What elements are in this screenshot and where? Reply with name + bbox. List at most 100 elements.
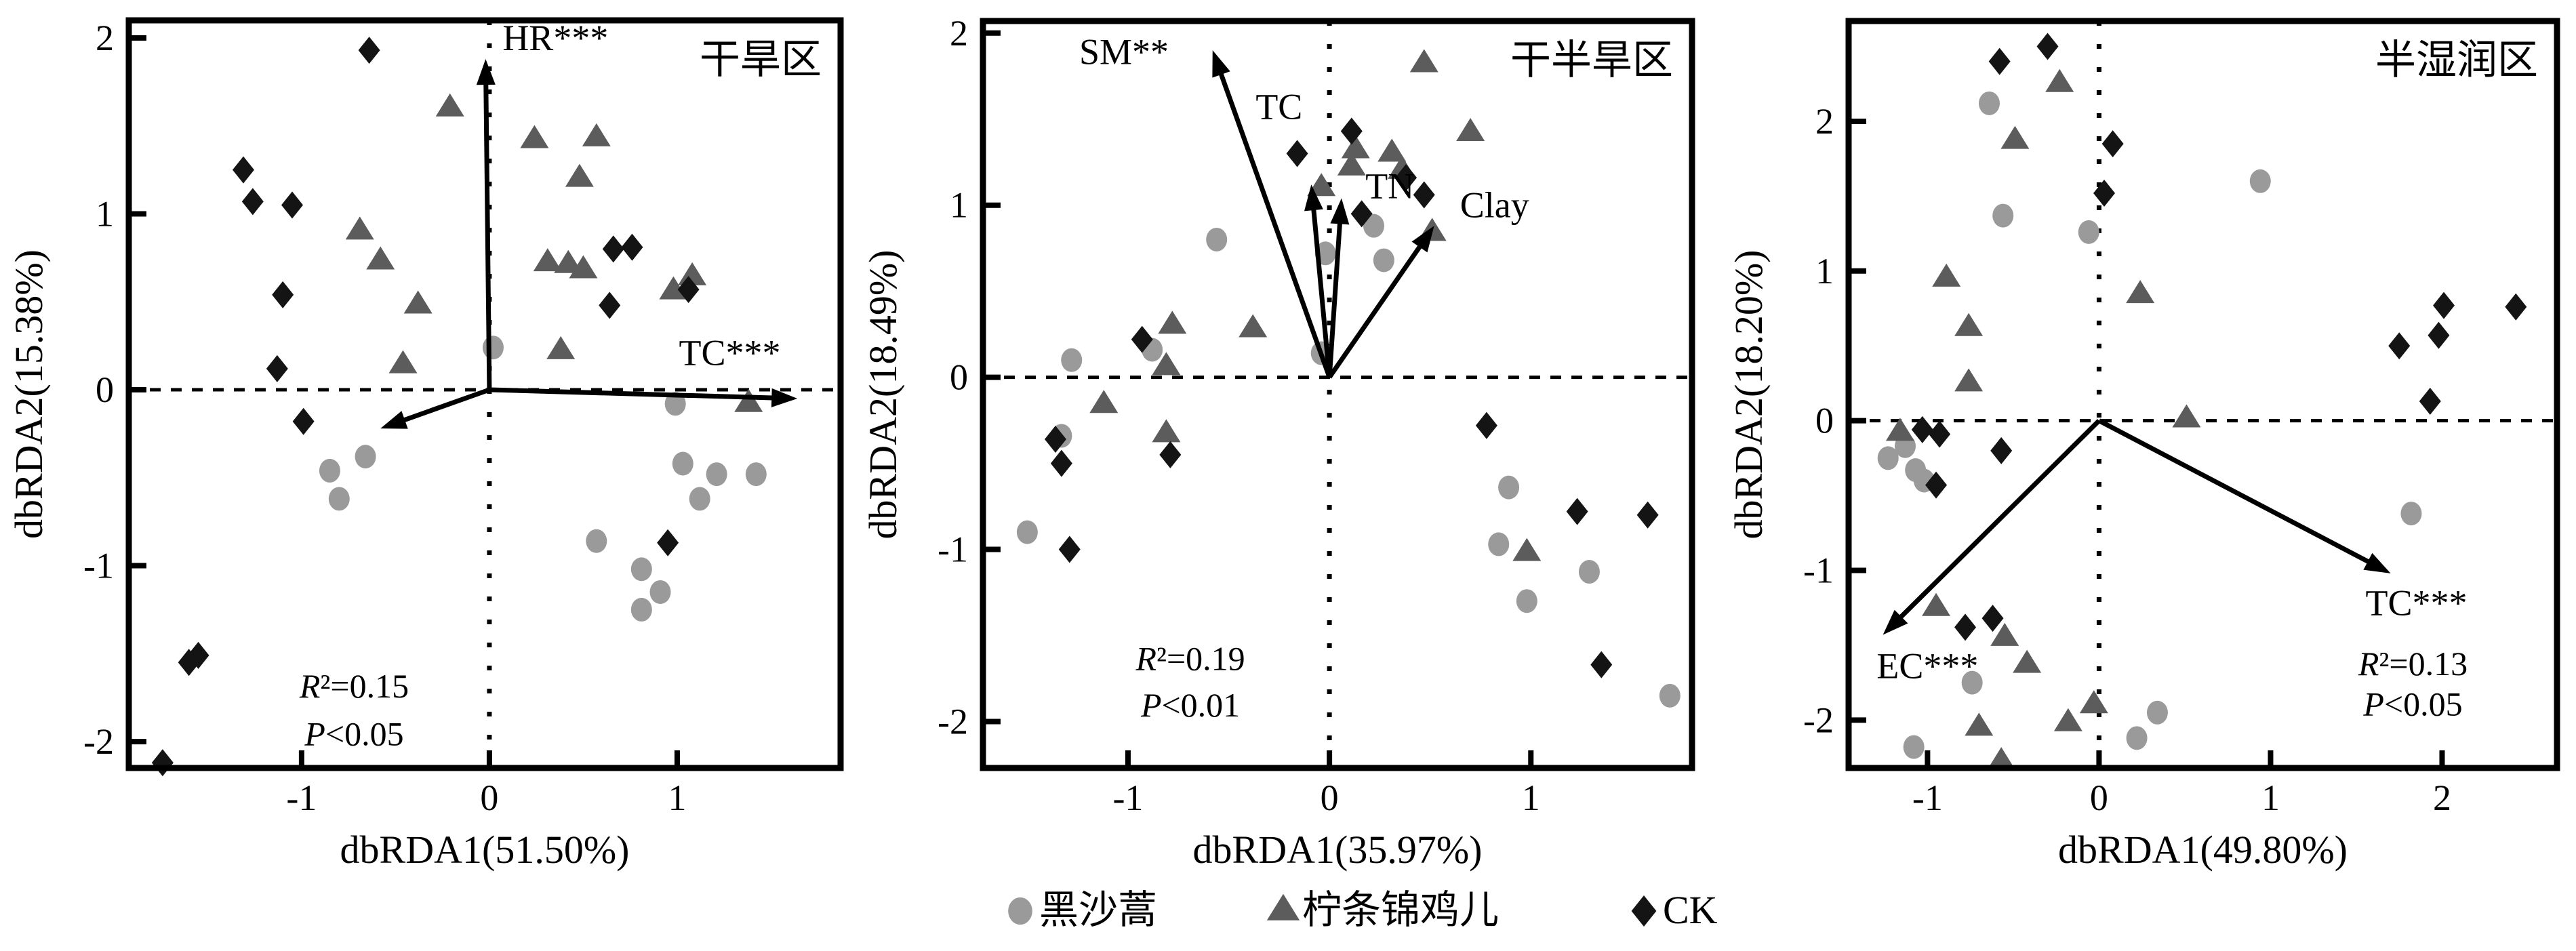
series-point-triangle bbox=[520, 125, 549, 148]
env-vector-shaft bbox=[2097, 418, 2373, 566]
y-tick-label: 1 bbox=[950, 185, 968, 226]
env-vector-head bbox=[2363, 552, 2391, 573]
series-point-diamond bbox=[1929, 420, 1951, 448]
series-point-diamond bbox=[2428, 321, 2450, 349]
env-vector-head bbox=[1304, 184, 1323, 211]
panel-title: 半湿润区 bbox=[2375, 38, 2538, 83]
env-vector-label: EC*** bbox=[1876, 645, 1978, 686]
series-point-diamond bbox=[281, 191, 304, 219]
x-tick-label: 0 bbox=[480, 777, 498, 818]
x-axis-label: dbRDA1(35.97%) bbox=[1193, 828, 1483, 872]
panel-干半旱区: SM** TC TN Clay -2 -1 0 1 2 -1 0 1 dbRDA1(35.97%) dbR… bbox=[861, 13, 1695, 872]
series-黑沙蒿 bbox=[1016, 214, 1681, 708]
series-point-circle bbox=[1206, 227, 1228, 251]
series-point-circle bbox=[630, 597, 652, 622]
series-point-circle bbox=[1488, 532, 1510, 557]
series-point-diamond bbox=[602, 235, 624, 263]
series-point-diamond bbox=[1636, 501, 1659, 529]
legend: 黑沙蒿 柠条锦鸡儿 CK bbox=[1008, 888, 1718, 932]
series-point-circle bbox=[1008, 897, 1032, 925]
series-point-diamond bbox=[657, 529, 679, 557]
env-vector-label: TC bbox=[1255, 87, 1302, 127]
series-point-triangle bbox=[2079, 690, 2108, 714]
env-vector-head bbox=[476, 59, 496, 85]
series-point-circle bbox=[689, 487, 710, 511]
x-tick-label: -1 bbox=[1912, 777, 1943, 818]
series-point-circle bbox=[2249, 169, 2271, 193]
series-point-triangle bbox=[546, 336, 576, 359]
x-tick-label: 1 bbox=[1522, 777, 1540, 818]
series-point-diamond bbox=[599, 291, 621, 319]
series-point-diamond bbox=[1566, 498, 1588, 525]
series-point-triangle bbox=[1341, 135, 1370, 159]
series-point-triangle bbox=[533, 248, 562, 272]
series-point-diamond bbox=[1631, 895, 1657, 927]
series-point-circle bbox=[1373, 248, 1394, 272]
legend-item-黑沙蒿: 黑沙蒿 bbox=[1008, 888, 1157, 932]
series-point-triangle bbox=[2172, 404, 2201, 428]
series-柠条锦鸡儿 bbox=[345, 93, 763, 412]
series-point-circle bbox=[2078, 220, 2099, 244]
env-vector-shaft bbox=[483, 81, 492, 390]
series-point-triangle bbox=[2126, 280, 2155, 304]
series-point-circle bbox=[649, 580, 671, 604]
series-point-triangle bbox=[1266, 893, 1300, 920]
series-point-diamond bbox=[1925, 471, 1948, 499]
series-point-triangle bbox=[1152, 419, 1181, 443]
series-point-triangle bbox=[1954, 312, 1984, 336]
series-point-diamond bbox=[1159, 441, 1182, 468]
plot-border bbox=[980, 18, 1695, 771]
legend-label: 黑沙蒿 bbox=[1039, 888, 1157, 932]
series-point-circle bbox=[328, 487, 350, 511]
series-point-triangle bbox=[1512, 538, 1542, 561]
series-point-diamond bbox=[1050, 449, 1072, 477]
p-value-text: P<0.05 bbox=[304, 714, 403, 752]
series-point-circle bbox=[630, 557, 652, 582]
x-tick-label: 2 bbox=[2433, 777, 2451, 818]
series-point-circle bbox=[1578, 560, 1600, 584]
p-value-text: P<0.01 bbox=[1140, 686, 1240, 724]
env-vector-label: TC*** bbox=[679, 333, 781, 373]
env-vector-head bbox=[771, 388, 798, 407]
series-point-triangle bbox=[1954, 368, 1984, 392]
x-tick-label: 1 bbox=[668, 777, 686, 818]
series-point-diamond bbox=[2433, 291, 2455, 319]
legend-label: CK bbox=[1663, 888, 1718, 932]
env-vector-shaft bbox=[1327, 220, 1343, 378]
plot-border bbox=[125, 17, 844, 771]
series-point-diamond bbox=[2388, 332, 2411, 360]
series-point-circle bbox=[1498, 475, 1520, 500]
series-point-circle bbox=[1016, 520, 1038, 544]
panel-半湿润区: EC*** TC*** -2 -1 0 1 2 -1 0 1 2 dbRDA1(49.80%) dbRD… bbox=[1727, 18, 2560, 872]
series-point-diamond bbox=[2101, 130, 2124, 158]
y-tick-label: -1 bbox=[1803, 550, 1834, 590]
series-point-triangle bbox=[1965, 712, 1994, 736]
series-point-diamond bbox=[1058, 535, 1081, 563]
series-point-circle bbox=[664, 392, 686, 416]
series-point-circle bbox=[355, 445, 376, 469]
x-tick-label: 0 bbox=[2090, 777, 2108, 818]
series-point-diamond bbox=[1350, 200, 1373, 228]
series-point-circle bbox=[482, 336, 504, 360]
series-point-triangle bbox=[2000, 125, 2030, 149]
env-vector-head bbox=[380, 411, 408, 429]
x-axis-label: dbRDA1(51.50%) bbox=[340, 828, 630, 872]
series-point-triangle bbox=[1932, 263, 1961, 287]
series-point-triangle bbox=[388, 350, 418, 373]
y-tick-label: 1 bbox=[96, 193, 114, 234]
series-point-triangle bbox=[734, 388, 763, 412]
env-vector-head bbox=[1330, 198, 1350, 225]
env-vector-unlabeled bbox=[380, 387, 491, 429]
env-vector-label: TC*** bbox=[2366, 583, 2468, 624]
series-CK bbox=[1044, 117, 1659, 679]
series-point-diamond bbox=[1590, 651, 1613, 679]
series-point-diamond bbox=[1911, 416, 1933, 443]
y-tick-label: -1 bbox=[83, 546, 114, 586]
panel-title: 干半旱区 bbox=[1510, 38, 1673, 83]
series-point-triangle bbox=[1239, 314, 1268, 338]
series-point-diamond bbox=[1044, 426, 1066, 453]
y-axis-label: dbRDA2(18.49%) bbox=[861, 250, 905, 540]
env-vector-SM** bbox=[1212, 50, 1332, 378]
plot-border bbox=[1845, 18, 2560, 771]
